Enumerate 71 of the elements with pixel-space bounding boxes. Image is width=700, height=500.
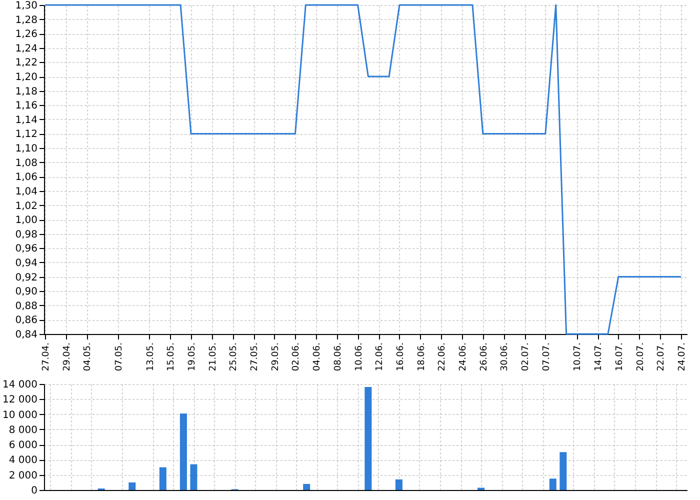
- y-tick-label: 1,08: [15, 158, 38, 169]
- bar: [549, 478, 556, 490]
- bar: [180, 414, 187, 490]
- y-tick-label: 12 000: [2, 394, 38, 406]
- y-tick-label: 6 000: [8, 440, 38, 452]
- bar: [395, 479, 402, 490]
- x-tick-label: 02.06.: [292, 342, 302, 372]
- bar: [128, 482, 136, 490]
- y-tick-label: 1,24: [15, 43, 38, 54]
- y-tick-label: 4 000: [8, 455, 38, 466]
- x-tick-label: 16.07.: [614, 342, 625, 372]
- y-tick-label: 1,00: [15, 215, 38, 226]
- x-tick-label: 20.07.: [636, 342, 646, 372]
- x-tick-label: 14.07.: [594, 342, 604, 372]
- y-tick-label: 2 000: [8, 470, 38, 482]
- x-tick-label: 24.06.: [458, 342, 469, 372]
- y-tick-label: 0,96: [15, 244, 38, 255]
- y-tick-label: 1,14: [15, 114, 38, 126]
- y-tick-label: 1,10: [15, 144, 38, 155]
- bar: [560, 452, 567, 490]
- x-tick-label: 21.05.: [208, 342, 218, 372]
- y-tick-label: 1,30: [15, 0, 38, 12]
- x-tick-label: 27.04.: [42, 342, 52, 372]
- x-tick-label: 04.05.: [83, 342, 94, 372]
- bar: [364, 387, 372, 490]
- y-tick-label: 1,12: [15, 129, 38, 140]
- x-tick-label: 13.05.: [146, 342, 156, 372]
- y-tick-label: 0,84: [15, 330, 38, 340]
- x-tick-label: 30.06.: [500, 342, 510, 372]
- x-tick-label: 07.05.: [114, 342, 125, 372]
- x-tick-label: 10.06.: [354, 342, 364, 372]
- x-tick-label: 25.05.: [229, 342, 240, 372]
- x-tick-label: 02.07.: [521, 342, 532, 372]
- y-tick-label: 1,18: [15, 86, 38, 98]
- y-tick-label: 0,94: [15, 258, 38, 269]
- y-tick-label: 1,20: [15, 72, 38, 84]
- x-tick-label: 27.05.: [250, 342, 260, 372]
- y-tick-label: 14 000: [2, 380, 38, 390]
- y-tick-label: 0,90: [15, 286, 38, 298]
- y-tick-label: 0,98: [15, 229, 38, 240]
- bar: [303, 484, 310, 490]
- y-tick-label: 1,06: [15, 172, 38, 184]
- x-tick-label: 24.07.: [677, 342, 688, 372]
- y-tick-label: 1,26: [15, 29, 38, 40]
- y-tick-label: 1,02: [15, 200, 38, 212]
- x-tick-label: 22.07.: [656, 342, 667, 372]
- y-tick-label: 10 000: [2, 410, 38, 421]
- y-tick-label: 8 000: [8, 424, 38, 436]
- x-tick-label: 08.06.: [333, 342, 344, 372]
- y-tick-label: 1,16: [15, 100, 38, 112]
- y-tick-label: 0: [31, 486, 38, 496]
- bar: [159, 467, 166, 490]
- x-tick-label: 29.04.: [62, 342, 72, 372]
- x-tick-label: 16.06.: [396, 342, 406, 372]
- x-tick-label: 12.06.: [375, 342, 386, 372]
- x-tick-label: 18.06.: [416, 342, 427, 372]
- y-tick-label: 1,04: [15, 186, 38, 198]
- y-tick-label: 0,86: [15, 315, 38, 326]
- x-tick-label: 22.06.: [438, 342, 448, 372]
- x-tick-label: 07.07.: [542, 342, 552, 372]
- y-tick-label: 1,22: [15, 58, 38, 69]
- x-tick-label: 15.05.: [166, 342, 177, 372]
- x-tick-label: 29.05.: [270, 342, 281, 372]
- x-tick-label: 04.06.: [312, 342, 323, 372]
- x-tick-label: 10.07.: [573, 342, 584, 372]
- bar: [190, 464, 198, 490]
- y-tick-label: 0,88: [15, 300, 38, 312]
- x-tick-label: 19.05.: [187, 342, 198, 372]
- x-tick-label: 26.06.: [479, 342, 490, 372]
- y-tick-label: 0,92: [15, 272, 38, 284]
- y-tick-label: 1,28: [15, 14, 38, 26]
